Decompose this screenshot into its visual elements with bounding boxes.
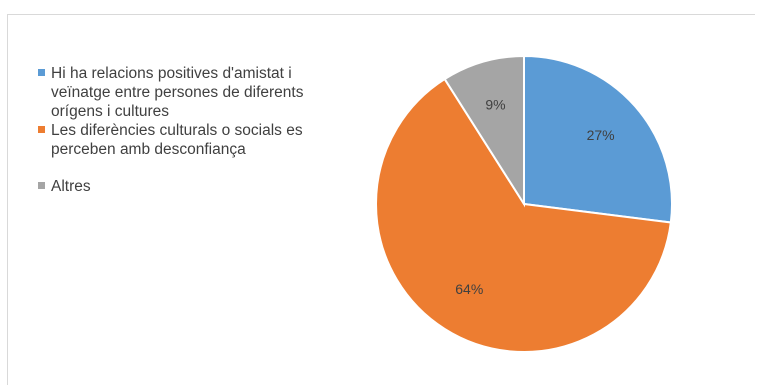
pie-slice-positive-relations xyxy=(523,54,673,224)
legend-item-distrust: Les diferències culturals o socials es p… xyxy=(38,121,338,159)
legend-item-positive-relations: Hi ha relacions positives d'amistat i ve… xyxy=(38,64,338,121)
legend-swatch-gray xyxy=(38,182,45,189)
chart-area xyxy=(7,14,755,385)
pie-slice-distrust xyxy=(375,77,672,353)
data-label: 27% xyxy=(587,127,615,143)
legend-label: Altres xyxy=(51,178,91,195)
legend-label: Hi ha relacions positives d'amistat i ve… xyxy=(51,65,304,120)
pie-slice-others xyxy=(443,54,525,208)
legend-swatch-blue xyxy=(38,69,45,76)
legend-label: Les diferències culturals o socials es p… xyxy=(51,122,303,158)
legend-item-others: Altres xyxy=(38,177,338,196)
data-label: 9% xyxy=(485,97,505,113)
chart-legend: Hi ha relacions positives d'amistat i ve… xyxy=(38,64,338,196)
legend-swatch-orange xyxy=(38,126,45,133)
data-label: 64% xyxy=(455,281,483,297)
